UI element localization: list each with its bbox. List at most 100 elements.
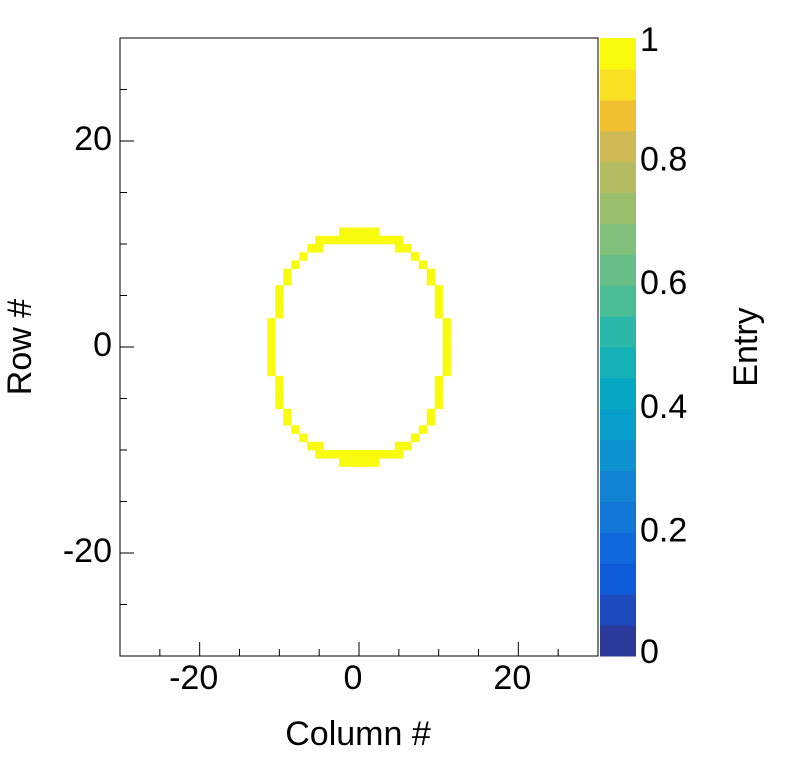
cell — [275, 285, 284, 294]
palette-band — [600, 594, 636, 626]
cell — [267, 351, 276, 360]
cell — [394, 441, 404, 451]
cell — [378, 450, 388, 459]
cell — [355, 235, 364, 245]
palette-band — [600, 161, 636, 193]
palette-band — [600, 470, 636, 502]
palette-band — [600, 68, 636, 101]
palette-band — [600, 223, 636, 255]
cell — [434, 384, 443, 393]
cell — [394, 244, 404, 253]
cell — [410, 433, 420, 443]
cell — [434, 400, 443, 410]
cell — [434, 375, 443, 385]
cell — [347, 450, 356, 459]
plot-frame — [119, 37, 599, 657]
cell — [267, 318, 276, 327]
palette-band — [600, 38, 636, 70]
cell — [442, 367, 451, 377]
cell — [434, 392, 443, 401]
cell — [347, 227, 356, 237]
cell — [283, 268, 292, 278]
cell — [355, 458, 364, 467]
cell — [442, 351, 451, 360]
cell — [434, 285, 443, 294]
cell — [442, 342, 451, 352]
cell — [267, 334, 276, 344]
z-axis-title: Entry — [727, 307, 765, 386]
cell — [299, 433, 308, 443]
cell — [426, 408, 435, 418]
y-tick-label: -20 — [63, 532, 112, 570]
cell — [370, 235, 380, 245]
x-tick-label: 20 — [493, 659, 531, 697]
cell — [339, 235, 348, 245]
palette-band — [600, 625, 636, 657]
palette-band — [600, 408, 636, 441]
palette-band — [600, 316, 636, 348]
cell — [426, 417, 435, 426]
palette-band — [600, 532, 636, 564]
cell — [315, 244, 324, 253]
cell — [442, 326, 451, 335]
palette-band — [600, 254, 636, 286]
cell — [315, 450, 324, 459]
cell — [426, 276, 435, 286]
cell — [339, 450, 348, 459]
cell — [386, 235, 396, 245]
cell — [267, 326, 276, 335]
cell — [394, 450, 404, 459]
cell — [307, 441, 316, 451]
cell — [323, 450, 332, 459]
cell — [378, 235, 388, 245]
cell — [442, 318, 451, 327]
cell — [442, 334, 451, 344]
cell — [275, 309, 284, 319]
cell — [426, 268, 435, 278]
z-tick-label: 0.2 — [640, 511, 687, 549]
cell — [434, 301, 443, 311]
cell — [370, 450, 380, 459]
cell — [275, 301, 284, 311]
cell — [283, 417, 292, 426]
palette-band — [600, 563, 636, 595]
cell — [323, 235, 332, 245]
cell — [347, 458, 356, 467]
cell — [394, 235, 404, 245]
cell — [362, 227, 372, 237]
cell — [386, 450, 396, 459]
cell — [418, 260, 428, 270]
cell — [362, 235, 372, 245]
cell — [267, 359, 276, 368]
palette-band — [600, 130, 636, 163]
y-tick-label: 0 — [93, 326, 112, 364]
cell — [418, 425, 428, 434]
cell — [315, 235, 324, 245]
cell — [370, 227, 380, 237]
cell — [267, 342, 276, 352]
palette-band — [600, 377, 636, 410]
cell — [307, 244, 316, 253]
cell — [299, 252, 308, 261]
palette-band — [600, 347, 636, 379]
cell — [370, 458, 380, 467]
y-tick-label: 20 — [74, 120, 112, 158]
cell — [355, 227, 364, 237]
z-tick-label: 0.4 — [640, 388, 687, 426]
cell — [267, 367, 276, 377]
x-tick-label: -20 — [169, 659, 218, 697]
cell — [355, 450, 364, 459]
cell — [291, 425, 300, 434]
cell — [339, 227, 348, 237]
cell — [283, 276, 292, 286]
x-axis-title: Column # — [285, 715, 431, 753]
z-tick-label: 0.8 — [640, 141, 687, 179]
cell — [331, 450, 340, 459]
cell — [331, 235, 340, 245]
cell — [275, 400, 284, 410]
cell — [275, 392, 284, 401]
cell — [347, 235, 356, 245]
cell — [283, 408, 292, 418]
cell — [402, 244, 412, 253]
